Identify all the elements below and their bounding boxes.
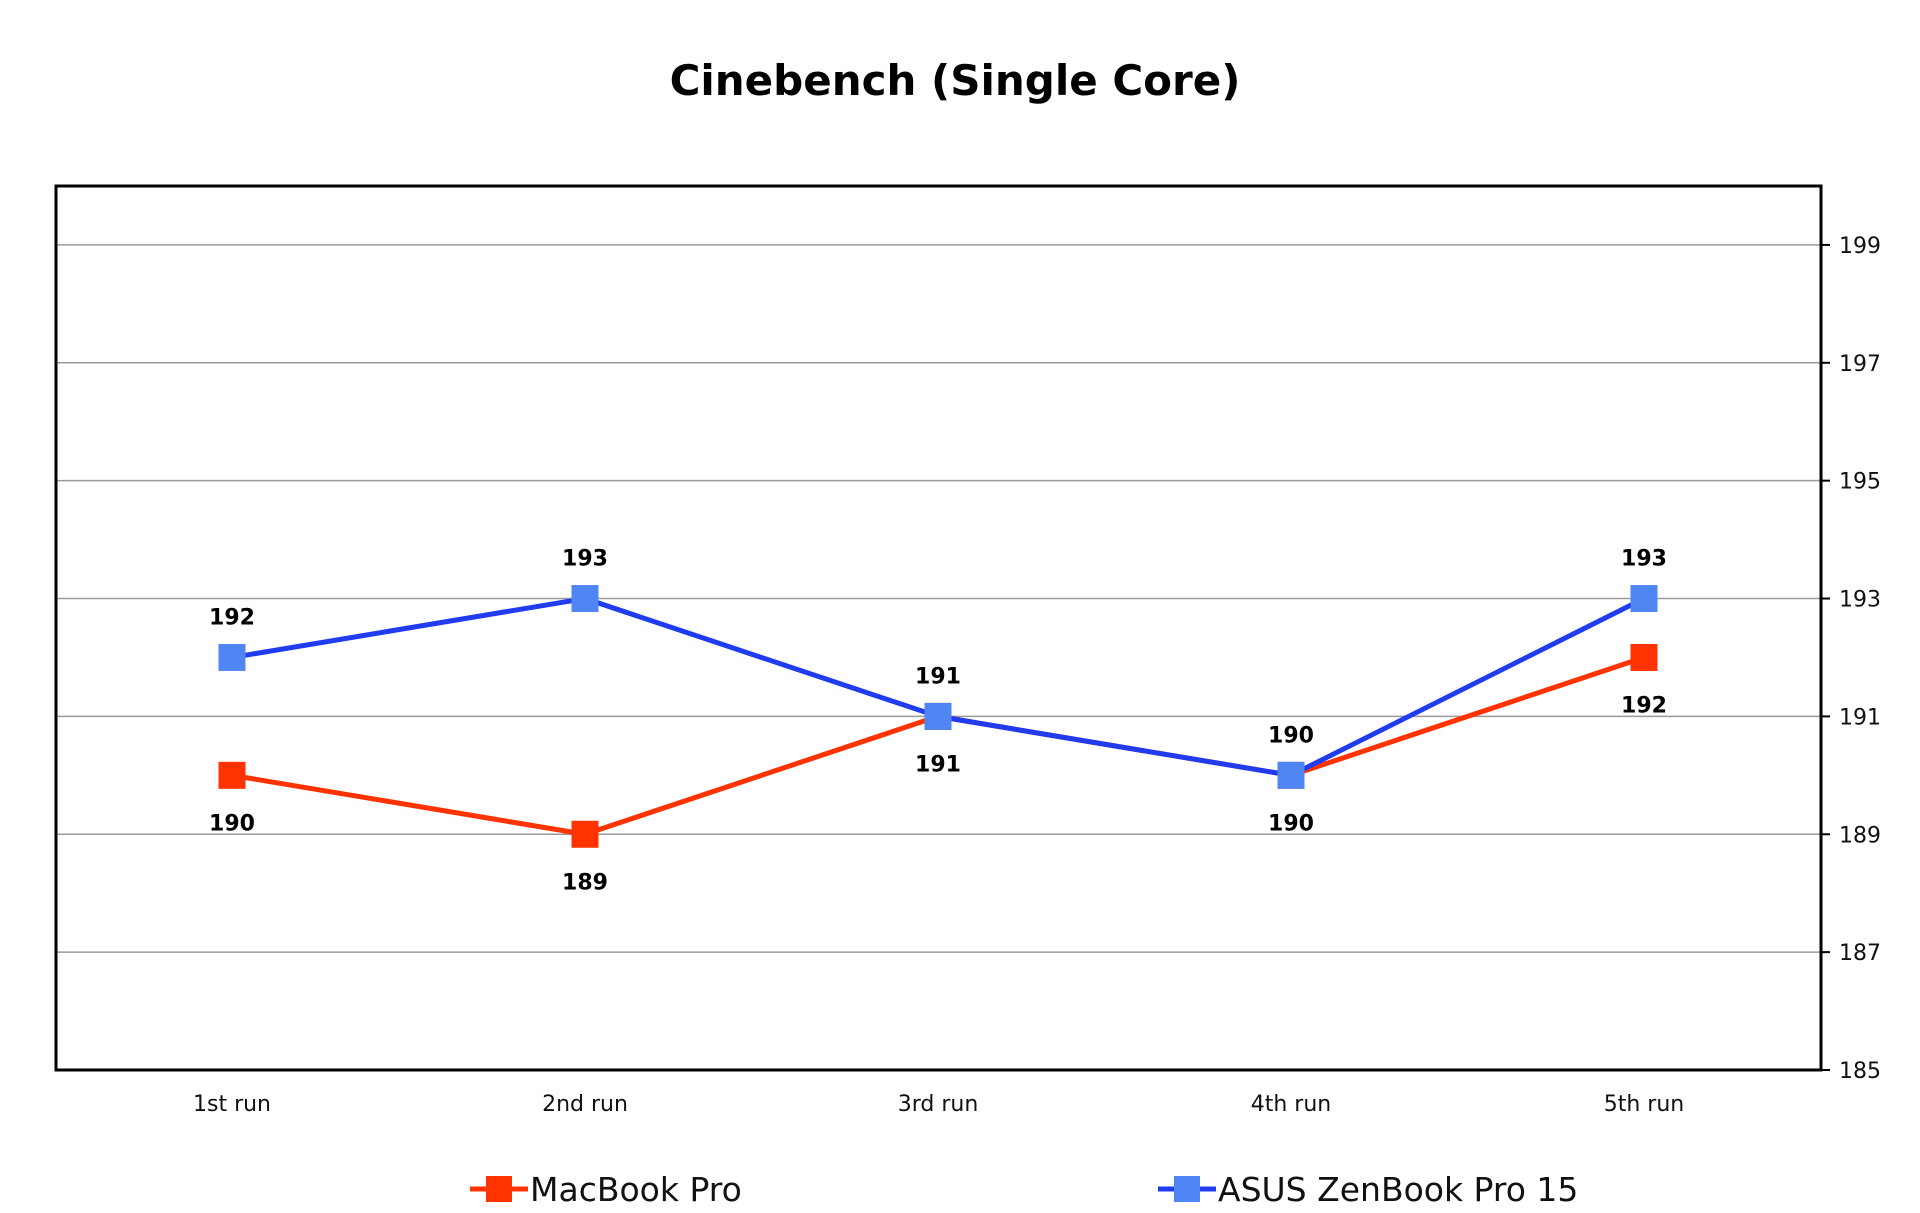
series-asus-zenbook-pro-15 [218,585,1658,789]
data-label: 193 [1621,547,1667,572]
legend-item-macbook-pro: MacBook Pro [470,1170,742,1209]
legend: MacBook Pro ASUS ZenBook Pro 15 [470,1170,1578,1209]
x-tick-label: 3rd run [898,1092,979,1117]
data-label: 192 [1621,693,1667,718]
legend-marker [486,1176,512,1202]
x-tick-label: 4th run [1251,1092,1332,1117]
data-point-asus-zenbook-pro-15 [571,585,599,613]
x-axis: 1st run 2nd run 3rd run 4th run 5th run [193,1092,1684,1117]
data-point-asus-zenbook-pro-15 [218,643,246,671]
x-tick-label: 2nd run [542,1092,628,1117]
data-labels: 190 189 191 190 192 192 193 191 190 193 [209,547,1667,896]
legend-item-asus-zenbook-pro-15: ASUS ZenBook Pro 15 [1158,1170,1578,1209]
x-tick-label: 1st run [193,1092,271,1117]
y-tick-label: 199 [1839,234,1881,259]
legend-label: MacBook Pro [530,1170,742,1209]
data-label: 190 [209,811,255,836]
series-layer [218,585,1658,848]
data-point-asus-zenbook-pro-15 [1630,585,1658,613]
data-point-asus-zenbook-pro-15 [924,702,952,730]
y-tick-label: 191 [1839,705,1881,730]
data-point-macbook-pro [218,761,246,789]
legend-label: ASUS ZenBook Pro 15 [1218,1170,1578,1209]
x-tick-label: 5th run [1604,1092,1685,1117]
plot-area [54,184,1823,1072]
data-label: 191 [915,752,961,777]
data-label: 193 [562,547,608,572]
data-point-asus-zenbook-pro-15 [1277,761,1305,789]
plot-frame [54,184,1823,1072]
y-tick-label: 187 [1839,941,1881,966]
y-tick-label: 193 [1839,588,1881,613]
gridlines [56,244,1821,953]
y-tick-label: 195 [1839,470,1881,495]
data-label: 190 [1268,811,1314,836]
data-label: 191 [915,664,961,689]
chart-title: Cinebench (Single Core) [670,56,1241,105]
data-label: 192 [209,605,255,630]
y-tick-label: 197 [1839,352,1881,377]
y-tick-label: 189 [1839,823,1881,848]
y-tick-label: 185 [1839,1059,1881,1084]
y-axis: 185 187 189 191 193 195 197 199 [1821,234,1881,1084]
legend-marker [1174,1176,1200,1202]
data-point-macbook-pro [571,820,599,848]
data-label: 189 [562,870,608,895]
data-label: 190 [1268,723,1314,748]
data-point-macbook-pro [1630,643,1658,671]
